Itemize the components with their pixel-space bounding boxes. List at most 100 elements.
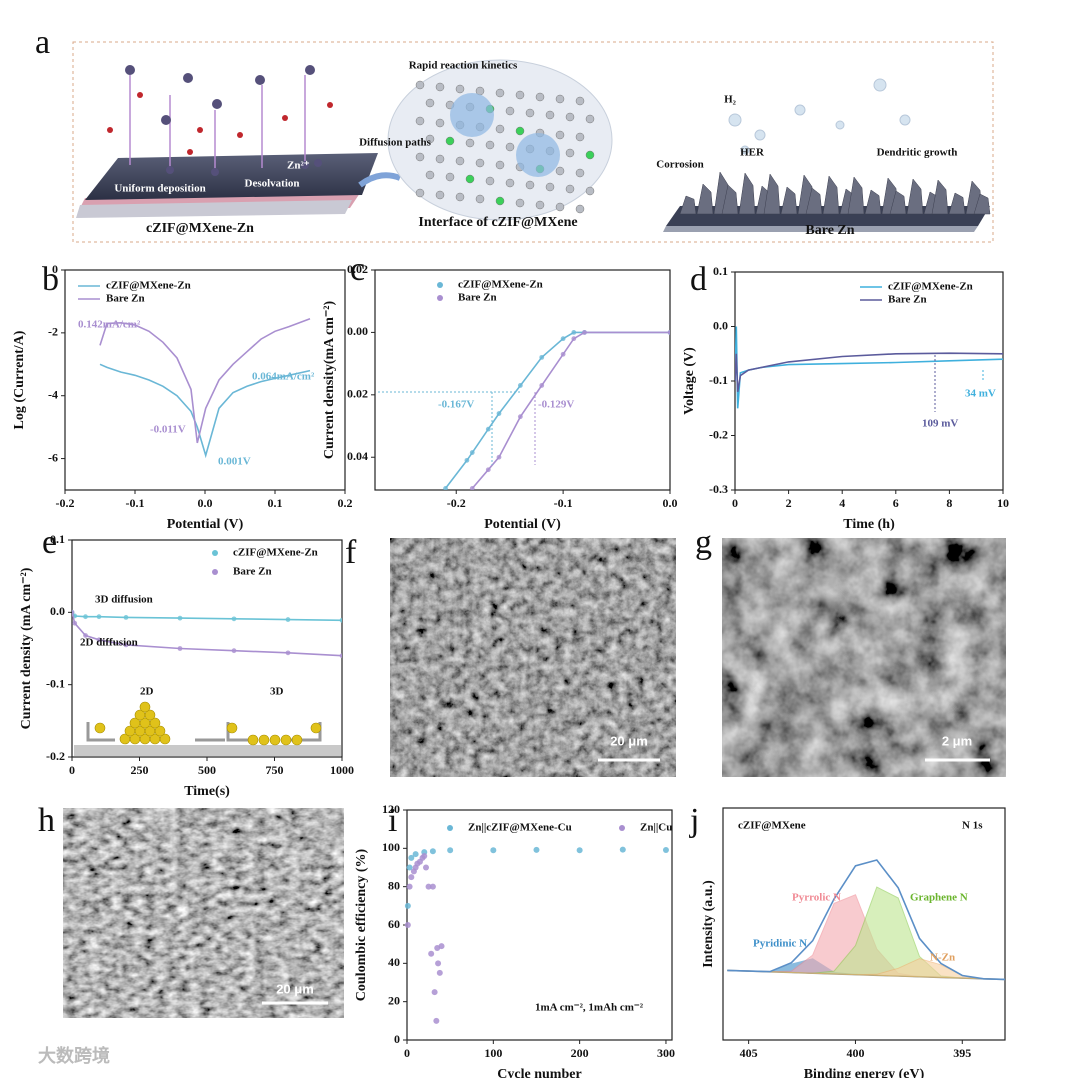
point	[429, 848, 436, 855]
sem-image	[390, 538, 676, 777]
lattice-atom	[505, 178, 515, 188]
zn-atom	[144, 709, 156, 721]
point	[436, 969, 443, 976]
point	[539, 354, 545, 360]
dendrite	[780, 186, 798, 215]
lattice-atom	[435, 190, 445, 200]
lattice-atom	[415, 80, 425, 90]
dendrite	[679, 195, 697, 215]
y-tick-label: 0	[394, 1032, 400, 1046]
legend-label: Bare Zn	[458, 292, 497, 304]
envelope	[727, 859, 1005, 981]
zn-atom	[139, 701, 151, 713]
dendrite	[906, 178, 924, 215]
point	[435, 960, 442, 967]
legend-label: Bare Zn	[888, 294, 927, 306]
point	[429, 883, 436, 890]
lattice-atom	[465, 174, 475, 184]
point	[123, 642, 129, 648]
lattice-atom	[535, 200, 545, 210]
lattice-atom	[555, 94, 565, 104]
annotation: 0.142mA/cm²	[78, 319, 141, 331]
lattice-atom	[555, 202, 565, 212]
x-axis-title: Cycle number	[497, 1067, 581, 1078]
panel-label: i	[388, 802, 397, 839]
lattice-atom	[485, 176, 495, 186]
series-line	[99, 363, 311, 459]
point	[421, 853, 428, 859]
y-tick-label: 0.0	[713, 318, 728, 332]
point	[431, 989, 438, 996]
annotation: 0.001V	[218, 456, 251, 468]
point	[496, 411, 502, 416]
lattice-atom	[545, 110, 555, 120]
y-tick-label: -0.1	[46, 676, 65, 690]
plot-frame	[734, 271, 1004, 491]
lattice-atom	[435, 82, 445, 92]
y-tick-label: 0.1	[713, 264, 728, 278]
plot-frame	[374, 269, 671, 491]
lattice-atom	[575, 132, 585, 142]
zn-atom	[269, 734, 281, 746]
annotation: -0.129V	[538, 399, 574, 411]
x-tick-label: -0.1	[554, 496, 573, 510]
legend-label: cZIF@MXene-Zn	[888, 281, 973, 293]
lattice-atom	[515, 198, 525, 208]
schematic: cZIF@MXene-Zn Interface of cZIF@MXene Ba…	[72, 41, 994, 243]
x-tick-label: 0	[404, 1046, 410, 1060]
lattice-atom	[435, 118, 445, 128]
uniform-label: Uniform deposition	[114, 183, 205, 195]
x-tick-label: 395	[953, 1046, 971, 1060]
y-tick-label: 20	[388, 993, 400, 1007]
scale-label: 2 μm	[942, 733, 972, 748]
peak-label: Pyridinic N	[753, 938, 807, 950]
point	[667, 330, 670, 335]
sem-f: 20 μm	[390, 538, 676, 777]
lattice-atom	[515, 126, 525, 136]
zn-atom	[149, 717, 161, 729]
point	[425, 883, 432, 890]
x-tick-label: 0.2	[338, 496, 353, 510]
point	[464, 457, 470, 463]
zn-atom	[310, 722, 322, 734]
x-tick-label: -0.2	[56, 496, 75, 510]
y-tick-label: 0.02	[347, 387, 368, 401]
point	[177, 646, 183, 651]
her-label: HER	[740, 147, 765, 159]
x-axis-title: Potential (V)	[167, 517, 244, 532]
lattice-atom	[475, 194, 485, 204]
point	[517, 414, 523, 420]
peak-label: Graphene N	[910, 892, 968, 904]
legend-label: cZIF@MXene-Zn	[106, 280, 191, 292]
h2-label: H₂	[724, 94, 737, 106]
y-tick-label: 0.1	[50, 532, 65, 546]
lattice-atom	[585, 186, 595, 196]
lattice	[415, 80, 595, 214]
panel-label: a	[35, 24, 50, 61]
lattice-atom	[565, 112, 575, 122]
lattice-atom	[505, 142, 515, 152]
x-tick-label: 250	[131, 763, 149, 777]
frame	[72, 41, 994, 243]
dendrite	[721, 184, 739, 215]
y-axis-title: Intensity (a.u.)	[701, 880, 716, 968]
lattice-atom	[515, 90, 525, 100]
zn-atom	[247, 734, 259, 746]
annotation: 2D	[140, 686, 154, 698]
zn-ion	[450, 93, 494, 137]
lattice-atom	[445, 136, 455, 146]
y-tick-label: 0.00	[347, 324, 368, 338]
point	[285, 650, 291, 656]
annotation: 34 mV	[965, 388, 996, 400]
lattice-atom	[555, 130, 565, 140]
lattice-atom	[495, 160, 505, 170]
point	[406, 883, 413, 890]
peak-label: N-Zn	[930, 952, 955, 964]
x-axis-title: Time(s)	[184, 784, 230, 799]
point	[582, 330, 587, 335]
x-axis-title: Time (h)	[843, 517, 895, 532]
x-tick-label: 200	[571, 1046, 589, 1060]
lattice-atom	[585, 150, 595, 160]
dendrites	[679, 171, 991, 215]
rapid-label: Rapid reaction kinetics	[409, 60, 518, 72]
